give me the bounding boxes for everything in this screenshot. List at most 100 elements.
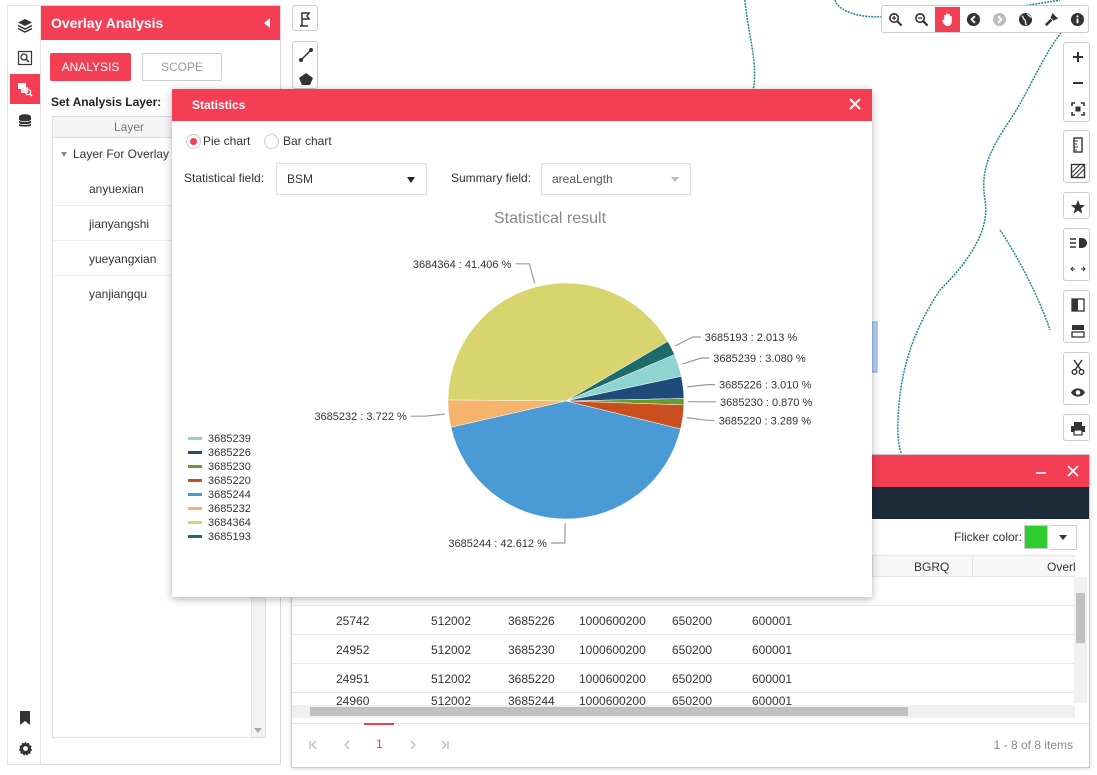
zoom-in-icon[interactable] xyxy=(883,7,908,32)
measure-area-icon[interactable] xyxy=(1065,158,1090,183)
tab-analysis[interactable]: ANALYSIS xyxy=(50,53,131,81)
statistics-dialog: Statistics Pie chart Bar chart Statistic… xyxy=(172,89,872,597)
column-header-overlay[interactable]: Overl xyxy=(1047,560,1076,574)
pie-chart-radio-label[interactable]: Pie chart xyxy=(203,134,251,148)
table-cell: 3685220 xyxy=(508,671,555,686)
vertical-scrollbar[interactable] xyxy=(1074,577,1087,703)
close-icon[interactable] xyxy=(1067,465,1079,477)
info-icon[interactable] xyxy=(1065,7,1090,32)
table-row[interactable]: 24952 512002 3685230 1000600200 650200 6… xyxy=(292,635,1075,664)
back-icon[interactable] xyxy=(961,7,986,32)
legend-entry[interactable]: 3685232 xyxy=(208,503,251,515)
pie-leader-line xyxy=(687,384,715,388)
flicker-color-swatch[interactable] xyxy=(1024,525,1048,549)
clip-toolbox xyxy=(1063,352,1090,405)
zoom-plus-icon[interactable] xyxy=(1065,44,1090,69)
layer-item[interactable]: yueyangxian xyxy=(53,242,248,276)
table-cell: 650200 xyxy=(672,613,713,628)
table-cell: 600001 xyxy=(752,671,793,686)
legend-entry[interactable]: 3684364 xyxy=(208,517,251,529)
selected-region xyxy=(871,321,878,373)
legend-entry[interactable]: 3685244 xyxy=(208,489,251,501)
scroll-down-arrow-icon[interactable] xyxy=(254,728,262,733)
settings-icon[interactable] xyxy=(10,733,40,763)
close-icon[interactable] xyxy=(848,97,862,111)
pie-labels: 3685193 : 2.013 % 3685239 : 3.080 % 368522… xyxy=(314,259,812,550)
expand-triangle-icon[interactable] xyxy=(61,152,67,158)
pie-leader-line xyxy=(550,522,566,544)
eye-icon[interactable] xyxy=(1065,380,1090,405)
horizontal-scrollbar[interactable] xyxy=(292,705,1075,718)
layer-item[interactable]: yanjiangqu xyxy=(53,277,248,311)
legend-entry[interactable]: 3685239 xyxy=(208,433,251,445)
roller-icon[interactable] xyxy=(1065,318,1090,343)
table-row[interactable] xyxy=(292,577,1075,606)
collapse-arrow-icon[interactable] xyxy=(264,18,270,28)
first-page-icon[interactable] xyxy=(308,740,318,750)
statistical-field-label: Statistical field: xyxy=(184,171,265,185)
table-cell: 1000600200 xyxy=(579,694,646,705)
bar-chart-radio[interactable] xyxy=(264,134,279,149)
zoom-out-icon[interactable] xyxy=(909,7,934,32)
statistics-header: Statistics xyxy=(172,89,872,121)
flicker-color-label: Flicker color: xyxy=(953,530,1022,544)
search-map-icon[interactable] xyxy=(10,43,40,73)
print-icon[interactable] xyxy=(1065,416,1090,441)
pie-chart-radio[interactable] xyxy=(186,134,201,149)
bar-chart-radio-label[interactable]: Bar chart xyxy=(283,134,332,148)
measure-distance-icon[interactable] xyxy=(1065,132,1090,157)
globe-icon[interactable] xyxy=(1013,7,1038,32)
draw-point-icon[interactable] xyxy=(293,6,318,31)
statistical-field-select[interactable]: BSM xyxy=(276,163,427,195)
database-icon[interactable] xyxy=(10,106,40,136)
summary-field-select[interactable]: areaLength xyxy=(541,163,691,195)
pie-data-label: 3685193 : 2.013 % xyxy=(705,332,798,344)
table-cell: 1000600200 xyxy=(579,671,646,686)
pan-hand-icon[interactable] xyxy=(935,7,960,32)
table-row-partial[interactable]: 24960 512002 3685244 1000600200 650200 6… xyxy=(292,693,1075,705)
table-cell: 650200 xyxy=(672,671,713,686)
legend-entry[interactable]: 3685226 xyxy=(208,447,251,459)
top-map-toolbar xyxy=(881,5,1089,33)
table-row[interactable]: 25742 512002 3685226 1000600200 650200 6… xyxy=(292,606,1075,635)
layers-icon[interactable] xyxy=(10,10,40,40)
layer-item[interactable]: anyuexian xyxy=(53,172,248,206)
column-header-bgrq[interactable]: BGRQ xyxy=(914,560,950,574)
next-page-icon[interactable] xyxy=(408,740,418,750)
favorite-star-icon[interactable] xyxy=(1065,194,1090,219)
overlay-analysis-icon[interactable] xyxy=(10,74,40,104)
table-row[interactable]: 24951 512002 3685220 1000600200 650200 6… xyxy=(292,664,1075,693)
legend-swatch xyxy=(188,507,202,510)
draw-polygon-icon[interactable] xyxy=(293,68,318,90)
swipe-icon[interactable] xyxy=(1065,256,1090,281)
draw-tool-box xyxy=(292,5,318,31)
flicker-color-dropdown[interactable] xyxy=(1050,525,1077,550)
scroll-thumb[interactable] xyxy=(1076,593,1085,643)
layer-item[interactable]: jianyangshi xyxy=(53,207,248,241)
favorites-toolbox xyxy=(1063,192,1090,219)
last-page-icon[interactable] xyxy=(440,740,450,750)
pie-slice-3684364[interactable] xyxy=(447,282,669,402)
tab-scope[interactable]: SCOPE xyxy=(142,53,222,81)
full-extent-icon[interactable] xyxy=(1065,96,1090,121)
draw-shape-box xyxy=(292,41,318,89)
layer-tree-root[interactable]: Layer For Overlay xyxy=(61,147,169,161)
pie-slice-3685244[interactable] xyxy=(450,400,681,520)
minimize-icon[interactable] xyxy=(1035,465,1047,477)
draw-line-icon[interactable] xyxy=(293,42,318,67)
pie-leader-line xyxy=(686,417,715,421)
clear-icon[interactable] xyxy=(1039,7,1064,32)
legend-entry[interactable]: 3685193 xyxy=(208,531,251,543)
prev-page-icon[interactable] xyxy=(342,740,352,750)
legend-icon[interactable] xyxy=(1065,230,1090,255)
legend-entry[interactable]: 3685220 xyxy=(208,475,251,487)
page-number[interactable]: 1 xyxy=(376,737,383,751)
forward-icon[interactable] xyxy=(987,7,1012,32)
zoom-minus-icon[interactable] xyxy=(1065,70,1090,95)
scissors-icon[interactable] xyxy=(1065,354,1090,379)
bookmark-icon[interactable] xyxy=(10,703,40,733)
scroll-thumb[interactable] xyxy=(310,707,908,716)
legend-entry[interactable]: 3685230 xyxy=(208,461,251,473)
split-screen-icon[interactable] xyxy=(1065,292,1090,317)
chevron-down-icon xyxy=(1059,535,1067,540)
